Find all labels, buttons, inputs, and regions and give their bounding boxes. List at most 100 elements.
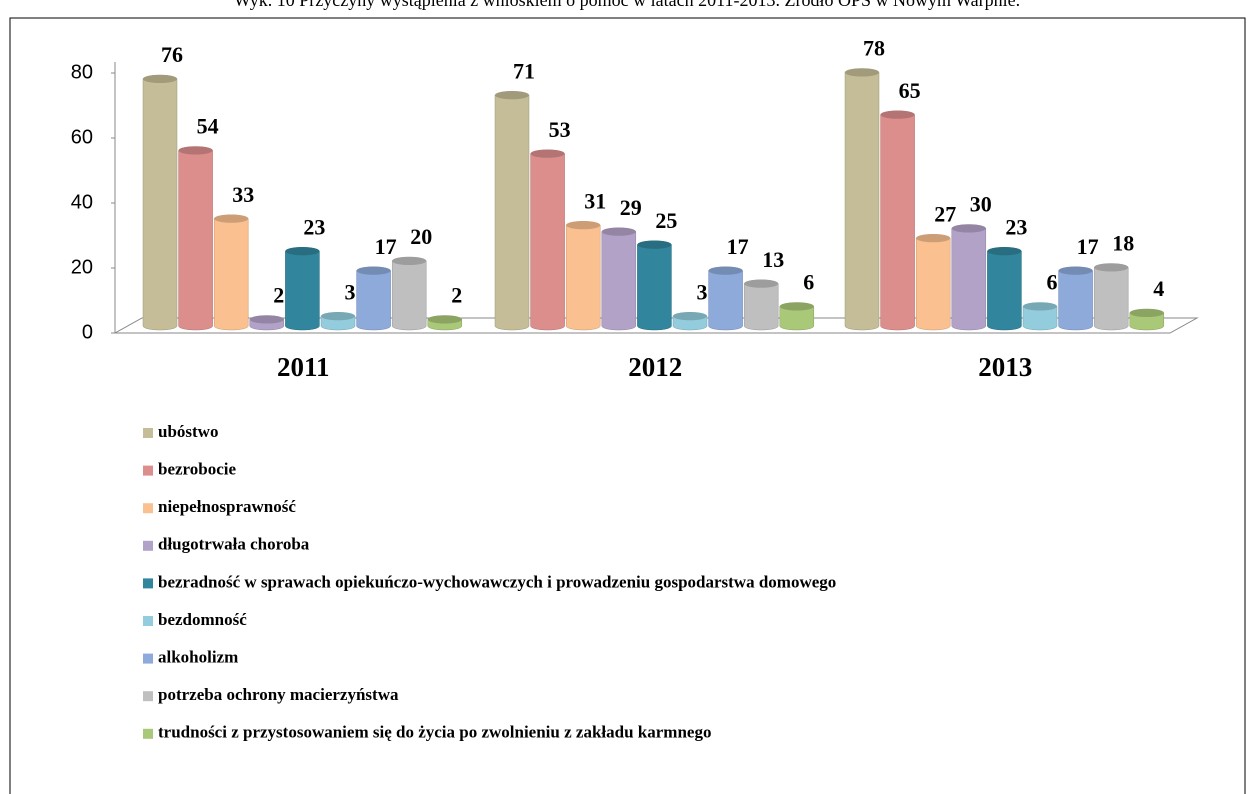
- value-label: 6: [1047, 270, 1058, 295]
- x-tick-label: 2012: [628, 352, 682, 382]
- value-label: 20: [410, 224, 432, 249]
- bar: [356, 266, 391, 331]
- value-label: 78: [863, 36, 885, 61]
- value-label: 18: [1112, 231, 1134, 256]
- bar-top: [1129, 309, 1164, 317]
- legend-label: bezrobocie: [158, 460, 237, 479]
- legend-label: długotrwała choroba: [158, 535, 310, 554]
- legend-swatch: [143, 616, 153, 626]
- y-tick-label: 0: [82, 321, 93, 343]
- value-label: 25: [655, 208, 677, 233]
- bar: [880, 110, 915, 331]
- bar-top: [392, 257, 427, 265]
- legend-swatch: [143, 503, 153, 514]
- bar-top: [530, 149, 565, 158]
- value-label: 23: [1005, 214, 1027, 239]
- bar-top: [1023, 302, 1057, 311]
- bar-top: [880, 110, 915, 119]
- bar-top: [356, 266, 391, 275]
- bar-top: [987, 247, 1022, 256]
- bar-top: [143, 75, 177, 83]
- bar: [285, 247, 320, 331]
- value-label: 6: [803, 270, 814, 295]
- chart-title: Wyk. 10 Przyczyny wystąpienia z wnioskie…: [234, 0, 1020, 10]
- bar-top: [951, 224, 986, 233]
- bar: [708, 266, 743, 331]
- y-tick-label: 40: [71, 191, 93, 213]
- bar: [844, 68, 880, 331]
- bar: [951, 224, 987, 331]
- value-label: 65: [899, 78, 921, 103]
- bar-top: [566, 221, 601, 230]
- legend-swatch: [143, 540, 153, 551]
- legend-label: niepełnosprawność: [158, 497, 296, 516]
- legend-label: bezradność w sprawach opiekuńczo-wychowa…: [158, 572, 836, 591]
- value-label: 54: [197, 114, 219, 139]
- y-tick-label: 80: [71, 61, 93, 83]
- bar-top: [321, 312, 355, 321]
- value-label: 71: [513, 58, 535, 83]
- bar: [565, 221, 601, 331]
- value-label: 3: [697, 279, 708, 304]
- legend-label: alkoholizm: [158, 648, 238, 667]
- bar-top: [1094, 263, 1129, 272]
- legend-swatch: [143, 728, 153, 739]
- legend-label: trudności z przystosowaniem się do życia…: [158, 723, 711, 742]
- bar-top: [495, 91, 529, 100]
- bar-top: [673, 312, 707, 321]
- value-label: 30: [970, 192, 992, 217]
- bar: [601, 227, 637, 331]
- value-label: 17: [1077, 234, 1099, 259]
- bar-top: [178, 146, 213, 155]
- bar: [178, 146, 213, 331]
- x-tick-label: 2011: [277, 352, 330, 382]
- bar-top: [708, 266, 743, 275]
- value-label: 23: [303, 214, 325, 239]
- bar-top: [214, 214, 249, 223]
- bar: [142, 74, 178, 331]
- value-label: 33: [232, 182, 254, 207]
- legend-label: potrzeba ochrony macierzyństwa: [158, 685, 399, 704]
- bar-top: [845, 68, 879, 77]
- legend-label: bezdomność: [158, 610, 247, 629]
- value-label: 31: [584, 188, 606, 213]
- legend-swatch: [143, 428, 153, 438]
- value-label: 17: [727, 234, 749, 259]
- legend-swatch: [143, 465, 153, 476]
- bar-top: [779, 302, 814, 311]
- bar: [637, 240, 672, 331]
- bar-top: [427, 315, 462, 324]
- value-label: 76: [161, 42, 183, 67]
- bar: [530, 149, 565, 331]
- value-label: 17: [375, 234, 397, 259]
- bar-top: [285, 247, 320, 256]
- bar-top: [744, 279, 779, 288]
- legend-swatch: [143, 691, 153, 702]
- value-label: 3: [345, 279, 356, 304]
- bar-top: [1058, 266, 1093, 275]
- y-tick-label: 20: [71, 256, 93, 278]
- bar: [915, 234, 951, 331]
- bar: [391, 256, 427, 331]
- y-tick-label: 60: [71, 126, 93, 148]
- bar-top: [601, 227, 636, 236]
- legend-swatch: [143, 578, 153, 589]
- bar: [1058, 266, 1093, 331]
- bar-top: [916, 234, 951, 243]
- bar-top: [637, 240, 672, 249]
- value-label: 29: [620, 195, 642, 220]
- chart-frame: [9, 17, 1246, 794]
- value-label: 4: [1153, 276, 1164, 301]
- bar: [213, 214, 249, 331]
- legend-label: ubóstwo: [158, 422, 218, 441]
- value-label: 13: [762, 247, 784, 272]
- value-label: 27: [934, 201, 956, 226]
- legend-swatch: [143, 653, 153, 664]
- bar: [494, 91, 530, 331]
- bar: [1093, 263, 1129, 331]
- value-label: 2: [451, 283, 462, 308]
- value-label: 2: [273, 283, 284, 308]
- value-label: 53: [549, 117, 571, 142]
